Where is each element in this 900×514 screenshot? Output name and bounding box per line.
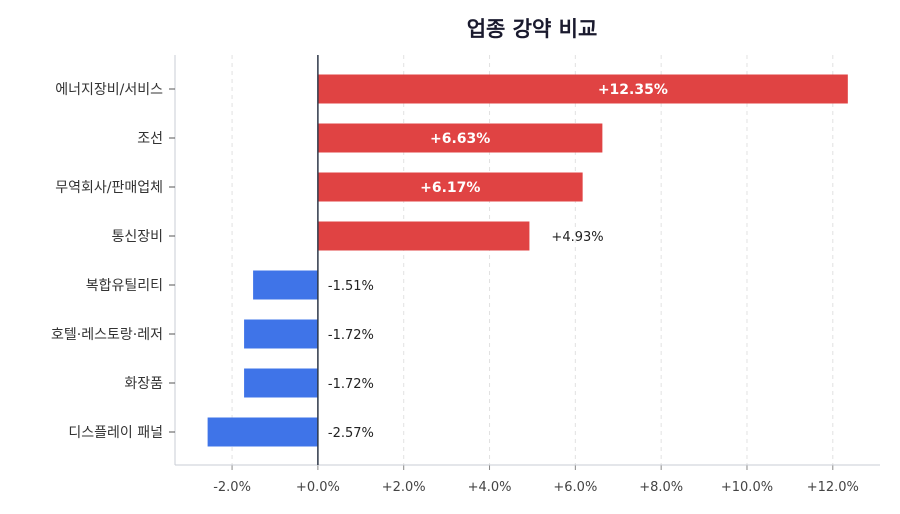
bar [317,74,848,104]
bar [244,368,318,398]
x-tick-label: +2.0% [382,480,426,495]
bar [317,172,583,202]
category-label: 복합유틸리티 [86,278,163,294]
x-tick-label: +6.0% [553,480,597,495]
bar [317,221,530,251]
category-label: 에너지장비/서비스 [55,82,163,98]
category-label: 조선 [137,131,163,147]
data-label: +4.93% [551,230,603,245]
category-label: 통신장비 [111,229,163,245]
data-label: -1.51% [328,279,374,294]
data-label: +6.17% [420,180,480,196]
x-tick-label: +8.0% [639,480,683,495]
category-label: 호텔·레스토랑·레저 [51,327,163,343]
x-tick-label: +4.0% [468,480,512,495]
category-label: 화장품 [124,376,163,392]
data-label: -2.57% [328,426,374,441]
data-label: -1.72% [328,328,374,343]
x-tick-label: +12.0% [807,480,859,495]
bar [317,123,603,153]
data-label: -1.72% [328,377,374,392]
bar [244,319,318,349]
bar [207,417,318,447]
data-label: +6.63% [430,131,490,147]
bar [253,270,318,300]
x-tick-label: +0.0% [296,480,340,495]
category-label: 무역회사/판매업체 [55,180,163,196]
x-tick-label: +10.0% [721,480,773,495]
x-tick-label: -2.0% [213,480,251,495]
category-label: 디스플레이 패널 [68,425,163,441]
data-label: +12.35% [598,82,668,98]
chart-title: 업종 강약 비교 [467,17,598,41]
